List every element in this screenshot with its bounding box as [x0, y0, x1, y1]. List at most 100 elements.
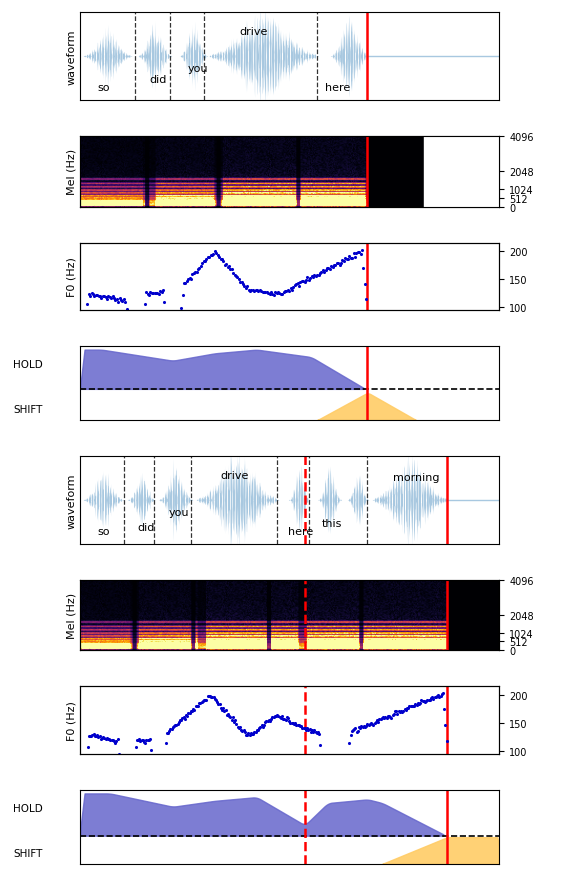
Point [265, 714, 274, 728]
Point [139, 735, 149, 749]
Point [119, 293, 129, 307]
Point [188, 268, 197, 282]
Point [391, 704, 401, 718]
Point [327, 260, 336, 274]
Point [115, 292, 124, 306]
Point [294, 718, 304, 732]
Text: here: here [288, 526, 313, 537]
Point [267, 288, 277, 302]
Point [141, 736, 150, 750]
Point [345, 736, 354, 750]
Point [201, 694, 210, 708]
Point [203, 251, 212, 265]
Point [323, 262, 332, 276]
Point [110, 292, 119, 306]
Point [304, 724, 313, 738]
Point [272, 709, 281, 724]
Point [145, 289, 154, 303]
Point [82, 749, 91, 763]
Point [296, 719, 305, 733]
Point [313, 724, 323, 738]
Text: so: so [97, 526, 110, 537]
Point [165, 724, 174, 738]
Point [243, 728, 252, 742]
Point [245, 284, 254, 298]
Point [346, 252, 355, 266]
Point [108, 733, 117, 747]
Point [378, 710, 387, 724]
Point [179, 710, 188, 724]
Point [301, 274, 311, 288]
Point [107, 733, 116, 747]
Point [188, 704, 197, 718]
Point [176, 713, 185, 727]
Point [283, 284, 292, 298]
Point [329, 259, 339, 273]
Point [409, 699, 418, 713]
Point [189, 267, 199, 281]
Point [216, 701, 226, 715]
Point [381, 709, 390, 724]
Point [262, 715, 271, 729]
Point [278, 712, 288, 726]
Point [369, 718, 378, 732]
Point [265, 288, 274, 302]
Bar [424, 137, 499, 207]
Point [320, 266, 329, 280]
Point [417, 694, 426, 708]
Point [365, 717, 374, 731]
Point [281, 714, 290, 728]
Point [238, 278, 247, 292]
Point [269, 710, 278, 724]
Point [148, 750, 157, 764]
Point [224, 709, 234, 724]
Point [396, 704, 405, 718]
Point [359, 719, 369, 733]
Point [84, 288, 94, 302]
Point [340, 252, 350, 266]
Point [90, 729, 99, 743]
Point [197, 695, 206, 709]
Point [298, 721, 307, 735]
Point [282, 710, 292, 724]
Point [104, 289, 113, 303]
Point [185, 272, 194, 286]
Point [318, 264, 327, 278]
Point [278, 287, 287, 301]
Point [117, 294, 126, 308]
Point [273, 708, 282, 722]
Point [436, 689, 445, 703]
Point [289, 717, 298, 731]
Text: did: did [137, 523, 154, 532]
Point [404, 702, 413, 716]
Point [216, 253, 225, 267]
Point [184, 273, 193, 287]
Point [161, 308, 170, 322]
Point [148, 287, 157, 301]
Point [121, 296, 130, 310]
Point [136, 734, 145, 748]
Point [293, 276, 302, 290]
Point [110, 734, 119, 748]
Point [158, 283, 168, 297]
Point [376, 712, 385, 726]
Point [156, 285, 165, 299]
Point [247, 727, 257, 741]
Point [270, 286, 280, 300]
Point [300, 721, 309, 735]
Point [258, 720, 267, 734]
Point [350, 723, 359, 737]
Point [256, 721, 265, 735]
Point [180, 276, 189, 290]
Point [428, 690, 437, 704]
Point [401, 703, 410, 717]
Point [86, 289, 95, 303]
Point [82, 308, 91, 322]
Point [425, 694, 435, 708]
Point [388, 708, 397, 722]
Point [437, 687, 447, 701]
Point [261, 286, 270, 300]
Point [419, 694, 428, 708]
Point [407, 699, 416, 713]
Point [207, 690, 216, 704]
